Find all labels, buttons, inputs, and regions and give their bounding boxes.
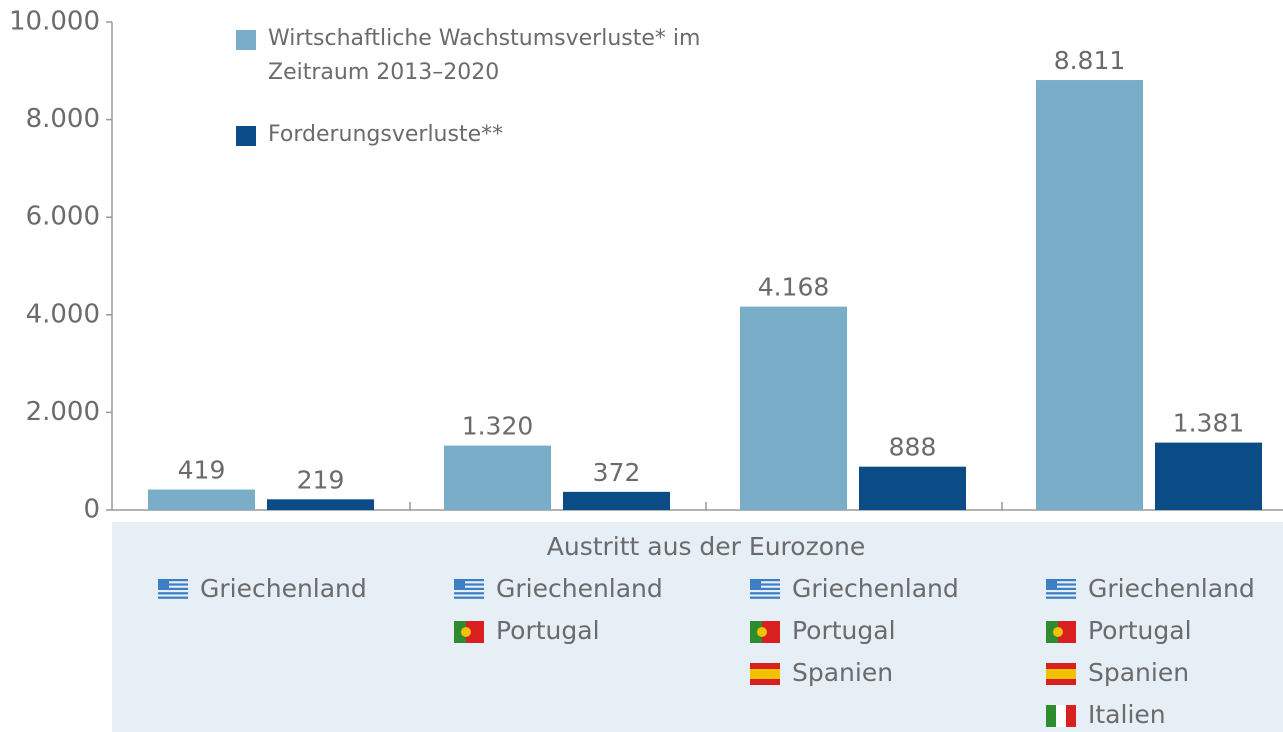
- legend-swatch: [236, 30, 256, 50]
- x-axis-label: Austritt aus der Eurozone: [547, 532, 865, 561]
- flag-stripe: [1046, 587, 1076, 590]
- bar: [859, 466, 966, 510]
- category-label: Spanien: [792, 658, 893, 687]
- flag-stripe: [750, 596, 780, 599]
- flag-part: [466, 621, 484, 643]
- flag-part: [461, 627, 471, 637]
- value-label: 219: [297, 465, 345, 494]
- y-tick-label: 8.000: [26, 104, 100, 134]
- y-tick-label: 2.000: [26, 397, 100, 427]
- flag-canton: [1046, 579, 1057, 590]
- flag-stripe: [158, 583, 188, 586]
- y-tick-label: 4.000: [26, 299, 100, 329]
- category-label: Portugal: [496, 616, 600, 645]
- flag-stripe: [454, 592, 484, 595]
- y-tick-label: 6.000: [26, 202, 100, 232]
- flag-stripe: [454, 596, 484, 599]
- bar: [267, 499, 374, 510]
- flag-part: [757, 627, 767, 637]
- flag-stripe: [1046, 592, 1076, 595]
- bar: [1036, 80, 1143, 511]
- y-tick-label: 10.000: [9, 7, 100, 37]
- flag-canton: [750, 579, 761, 590]
- bar: [740, 306, 847, 510]
- flag-stripe: [1046, 579, 1076, 582]
- bar: [148, 489, 255, 510]
- category-label: Spanien: [1088, 658, 1189, 687]
- flag-canton: [454, 579, 465, 590]
- legend-swatch: [236, 126, 256, 146]
- flag-stripe: [158, 592, 188, 595]
- flag-part: [1046, 705, 1056, 727]
- flag-stripe: [750, 579, 780, 582]
- category-label: Portugal: [792, 616, 896, 645]
- value-label: 372: [593, 458, 641, 487]
- flag-part: [1053, 627, 1063, 637]
- flag-canton: [158, 579, 169, 590]
- flag-part: [454, 621, 466, 643]
- flag-part: [750, 621, 762, 643]
- flag-part: [1046, 669, 1076, 679]
- flag-part: [1046, 621, 1058, 643]
- value-label: 1.320: [462, 412, 534, 441]
- value-label: 888: [889, 433, 937, 462]
- value-label: 1.381: [1173, 409, 1245, 438]
- flag-part: [1058, 621, 1076, 643]
- category-label: Griechenland: [496, 574, 663, 603]
- flag-stripe: [158, 579, 188, 582]
- flag-stripe: [1046, 583, 1076, 586]
- value-label: 419: [178, 456, 226, 485]
- flag-stripe: [454, 579, 484, 582]
- flag-stripe: [750, 592, 780, 595]
- flag-stripe: [750, 587, 780, 590]
- flag-stripe: [158, 596, 188, 599]
- flag-part: [1066, 705, 1076, 727]
- category-label: Italien: [1088, 700, 1166, 729]
- category-label: Griechenland: [1088, 574, 1255, 603]
- flag-part: [1056, 705, 1066, 727]
- bar: [444, 445, 551, 510]
- flag-stripe: [750, 583, 780, 586]
- flag-stripe: [158, 587, 188, 590]
- y-tick-label: 0: [83, 495, 100, 525]
- value-label: 4.168: [758, 273, 830, 302]
- category-panel: [112, 522, 1283, 732]
- category-label: Griechenland: [792, 574, 959, 603]
- flag-part: [762, 621, 780, 643]
- category-label: Griechenland: [200, 574, 367, 603]
- legend-label: Wirtschaftliche Wachstumsverluste* im Ze…: [268, 26, 701, 85]
- category-label: Portugal: [1088, 616, 1192, 645]
- flag-stripe: [1046, 596, 1076, 599]
- value-label: 8.811: [1054, 46, 1126, 75]
- flag-part: [750, 669, 780, 679]
- bar: [563, 491, 670, 510]
- flag-stripe: [454, 587, 484, 590]
- flag-stripe: [454, 583, 484, 586]
- legend-label: Forderungsverluste**: [268, 122, 504, 147]
- bar: [1155, 442, 1262, 510]
